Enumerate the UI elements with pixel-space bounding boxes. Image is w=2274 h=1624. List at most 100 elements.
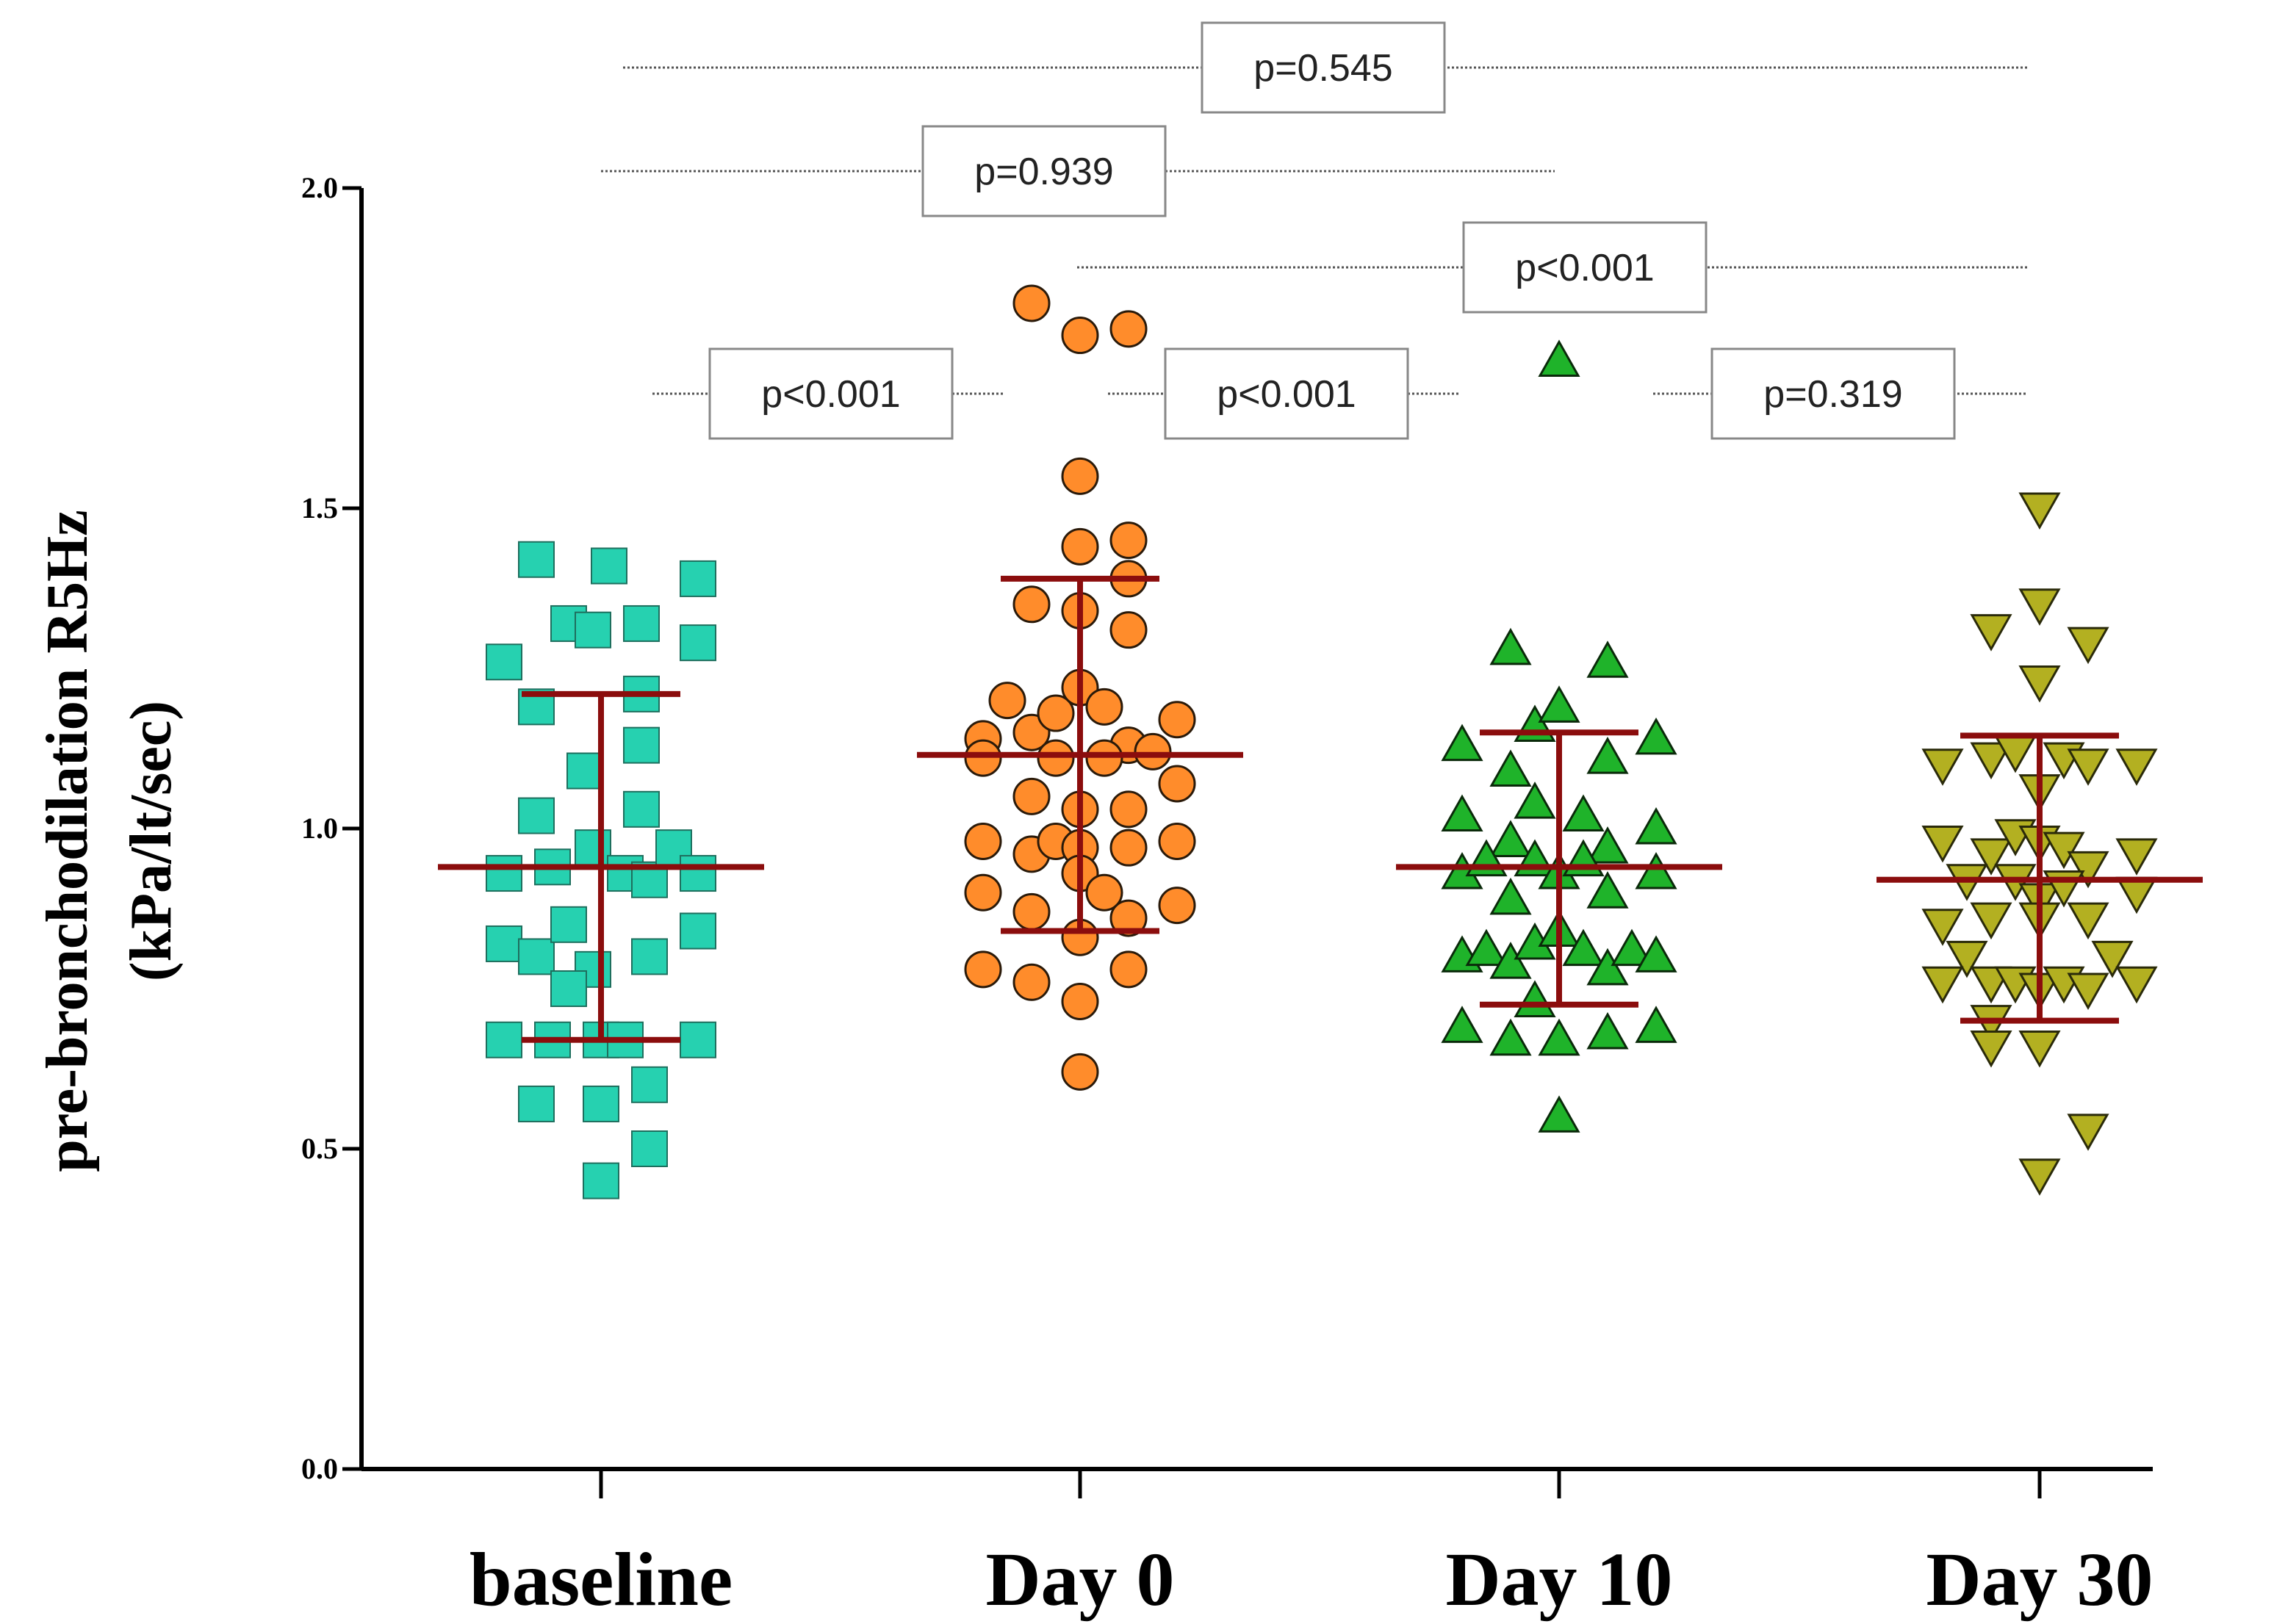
data-point-triangle-down — [2018, 588, 2061, 626]
data-point-circle — [1134, 732, 1172, 771]
data-point-triangle-up — [1562, 794, 1605, 832]
p-value-box — [1710, 347, 1956, 440]
data-point-triangle-down — [2067, 1114, 2109, 1151]
data-point-square — [566, 752, 603, 790]
p-value-box — [1164, 347, 1409, 440]
y-tick-label: 1.5 — [301, 491, 338, 524]
data-point-circle — [1012, 892, 1051, 931]
y-axis-label-line2: (kPa/lt/sec) — [119, 701, 184, 981]
data-point-square — [518, 1085, 555, 1122]
data-point-triangle-up — [1538, 339, 1580, 377]
data-point-triangle-up — [1635, 717, 1677, 755]
p-value-box — [1462, 221, 1708, 314]
data-point-triangle-down — [2018, 492, 2061, 530]
data-point-circle — [1061, 457, 1099, 495]
data-point-circle — [1085, 688, 1123, 726]
data-point-triangle-up — [1538, 1095, 1580, 1133]
data-point-circle — [988, 682, 1026, 720]
data-point-square — [623, 726, 660, 764]
data-point-square — [486, 855, 522, 892]
data-point-circle — [1158, 701, 1196, 739]
data-point-circle — [1085, 873, 1123, 912]
data-point-circle — [1085, 739, 1123, 777]
data-point-triangle-up — [1635, 851, 1677, 889]
data-point-triangle-down — [2115, 838, 2158, 876]
data-point-triangle-down — [2067, 902, 2109, 940]
data-point-square — [486, 925, 522, 962]
data-point-triangle-down — [2115, 748, 2158, 786]
data-point-circle — [1109, 611, 1148, 649]
comparisons-layer: p<0.001 p<0.001 p=0.319 p<0.001 p=0.939 p=0.5… — [601, 21, 2028, 440]
data-point-circle — [1109, 950, 1148, 989]
data-point-triangle-down — [2067, 972, 2109, 1011]
y-tick-label: 0.5 — [301, 1132, 338, 1165]
data-point-triangle-up — [1489, 749, 1532, 787]
data-point-square — [680, 855, 716, 892]
data-point-triangle-up — [1489, 1018, 1532, 1056]
data-point-circle — [1158, 822, 1196, 860]
data-point-circle — [964, 739, 1002, 777]
data-point-circle — [1109, 829, 1148, 867]
data-point-triangle-down — [2067, 851, 2109, 889]
data-point-circle — [1012, 963, 1051, 1001]
p-value-label: p<0.001 — [1217, 373, 1356, 416]
comparison-3: p<0.001 — [1077, 221, 2028, 314]
data-point-triangle-down — [2018, 1030, 2061, 1068]
data-point-triangle-up — [1514, 782, 1556, 819]
series-day-30 — [1921, 492, 2158, 1196]
data-point-square — [486, 1021, 522, 1058]
data-point-square — [591, 547, 627, 585]
y-tick-label: 2.0 — [301, 171, 338, 204]
data-point-triangle-down — [1921, 748, 1964, 786]
data-point-triangle-down — [1970, 838, 2012, 876]
data-point-triangle-down — [2067, 627, 2109, 665]
y-tick-label: 1.0 — [301, 812, 338, 845]
data-point-square — [550, 906, 587, 943]
data-point-circle — [1158, 765, 1196, 803]
y-axis-label-line1: pre-bronchodilation R5Hz — [35, 510, 100, 1172]
data-point-triangle-up — [1562, 928, 1605, 967]
y-tick-label: 0.0 — [301, 1452, 338, 1485]
data-point-triangle-down — [2067, 748, 2109, 786]
data-point-circle — [1109, 790, 1148, 829]
data-point-triangle-up — [1586, 948, 1629, 986]
data-point-triangle-up — [1441, 794, 1483, 832]
data-point-triangle-down — [1970, 742, 2012, 780]
data-point-square — [680, 1021, 716, 1058]
data-point-triangle-up — [1489, 942, 1532, 979]
data-point-triangle-up — [1489, 627, 1532, 665]
data-point-triangle-up — [1538, 1018, 1580, 1056]
comparison-2: p=0.319 — [1653, 347, 2028, 440]
data-point-triangle-up — [1489, 820, 1532, 857]
data-point-square — [583, 1085, 619, 1122]
data-point-triangle-up — [1635, 806, 1677, 845]
x-category-label: Day 10 — [1445, 1537, 1672, 1622]
data-point-triangle-down — [1921, 909, 1964, 946]
data-point-triangle-down — [2018, 665, 2061, 703]
data-point-triangle-down — [2018, 1158, 2061, 1196]
data-point-triangle-up — [1586, 640, 1629, 678]
data-point-circle — [1012, 777, 1051, 815]
p-value-box — [1201, 21, 1446, 114]
data-point-circle — [964, 822, 1002, 860]
data-point-triangle-up — [1586, 826, 1629, 864]
data-point-square — [631, 938, 668, 975]
comparison-1: p<0.001 — [1108, 347, 1458, 440]
data-point-triangle-down — [2043, 831, 2085, 870]
data-point-triangle-down — [1970, 614, 2012, 652]
p-value-box — [708, 347, 954, 440]
p-value-label: p<0.001 — [1515, 247, 1654, 289]
points-layer — [486, 284, 2158, 1199]
data-point-triangle-down — [1970, 902, 2012, 940]
data-point-triangle-down — [1921, 825, 1964, 863]
data-point-triangle-down — [1946, 940, 1988, 978]
data-point-square — [575, 611, 611, 649]
comparison-4: p=0.939 — [601, 125, 1555, 217]
data-point-circle — [1158, 887, 1196, 925]
x-category-label: Day 0 — [985, 1537, 1174, 1622]
data-point-triangle-up — [1635, 935, 1677, 972]
p-value-label: p=0.319 — [1763, 373, 1902, 416]
data-point-square — [680, 912, 716, 950]
data-point-triangle-down — [1970, 1030, 2012, 1068]
data-point-square — [550, 970, 587, 1007]
